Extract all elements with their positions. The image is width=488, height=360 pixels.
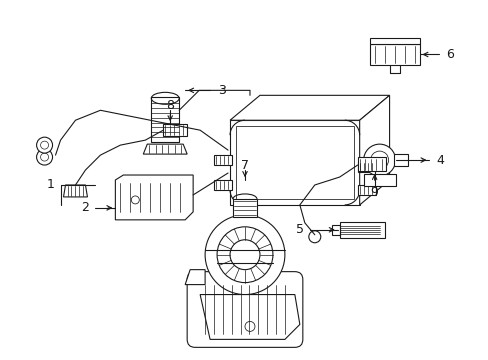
Bar [393,154,407,166]
Text: 2: 2 [81,201,89,215]
Text: 3: 3 [218,84,225,97]
Polygon shape [63,185,87,197]
Bar [357,157,385,171]
Bar [214,180,232,190]
Bar [233,199,256,217]
Polygon shape [143,144,187,154]
Polygon shape [359,95,389,205]
Text: 1: 1 [46,179,54,192]
Circle shape [244,321,254,332]
Circle shape [37,149,52,165]
Circle shape [217,227,272,283]
Bar [357,162,375,172]
Text: 5: 5 [295,223,303,236]
Polygon shape [115,175,193,220]
Circle shape [363,144,395,176]
Bar [339,222,384,238]
Bar [151,97,179,142]
Polygon shape [185,270,204,285]
Circle shape [204,215,285,294]
Circle shape [37,137,52,153]
Text: 8: 8 [166,99,174,112]
Text: 9: 9 [370,186,378,199]
Bar [369,44,419,66]
Bar [163,124,187,136]
Circle shape [131,196,139,204]
Bar [363,174,395,186]
Polygon shape [229,120,359,205]
Circle shape [41,153,48,161]
FancyBboxPatch shape [187,272,302,347]
Text: 7: 7 [241,158,248,172]
Circle shape [370,151,388,169]
Circle shape [308,231,320,243]
Circle shape [41,141,48,149]
Text: 4: 4 [436,154,444,167]
Bar [369,37,419,44]
Bar [357,185,375,195]
Polygon shape [229,95,389,120]
Text: 6: 6 [446,48,453,61]
Circle shape [229,240,260,270]
Bar [214,155,232,165]
Polygon shape [200,294,299,339]
Polygon shape [331,225,339,235]
